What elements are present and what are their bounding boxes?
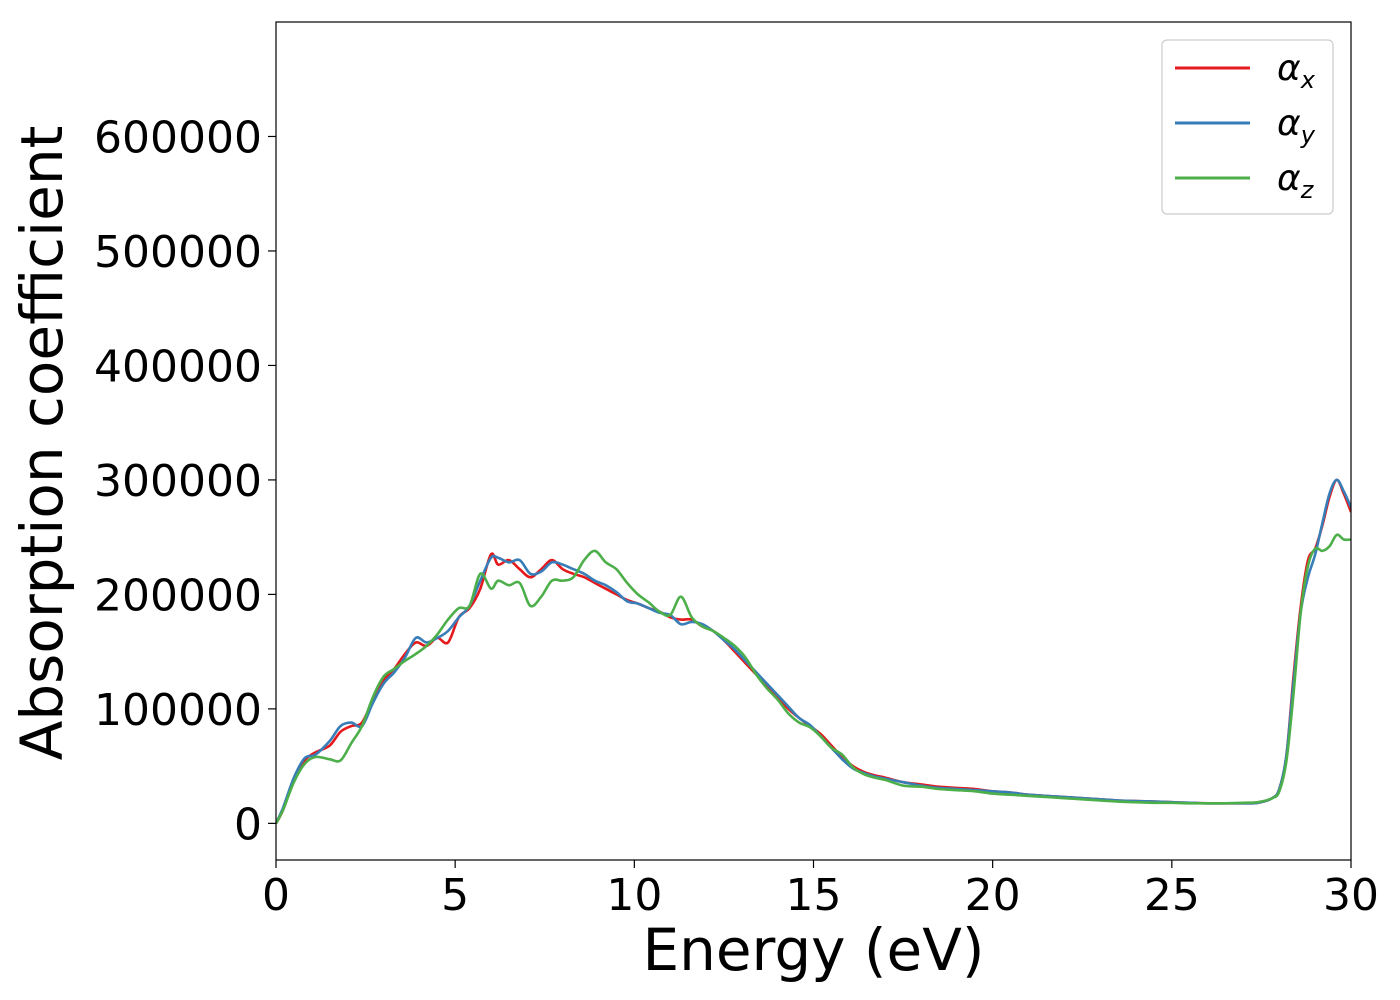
y-tick-label: 400000 (94, 341, 262, 392)
y-tick-label: 500000 (94, 227, 262, 278)
x-axis-title: Energy (eV) (642, 916, 984, 984)
x-tick-label: 0 (262, 870, 290, 921)
y-axis-ticks: 0 100000 200000 300000 400000 500000 600000 (94, 112, 276, 850)
legend-label-x: αx (1277, 48, 1316, 94)
y-tick-label: 200000 (94, 570, 262, 621)
legend-box (1161, 39, 1334, 215)
y-tick-label: 0 (234, 799, 262, 850)
x-tick-label: 25 (1144, 870, 1200, 921)
y-tick-label: 300000 (94, 456, 262, 507)
series-line-z (276, 533, 1351, 825)
y-axis-title: Absorption coefficient (8, 126, 76, 761)
x-tick-label: 5 (441, 870, 469, 921)
x-axis-ticks: 0 5 10 15 20 25 30 (262, 860, 1379, 921)
legend: αx αy αz (1161, 39, 1334, 215)
legend-label-z: αz (1277, 158, 1315, 204)
x-tick-label: 20 (965, 870, 1021, 921)
series-layer (276, 478, 1351, 825)
legend-label-y: αy (1277, 103, 1316, 149)
x-tick-label: 10 (606, 870, 662, 921)
x-tick-label: 30 (1323, 870, 1379, 921)
y-tick-label: 600000 (94, 112, 262, 163)
y-tick-label: 100000 (94, 685, 262, 736)
x-tick-label: 15 (786, 870, 842, 921)
